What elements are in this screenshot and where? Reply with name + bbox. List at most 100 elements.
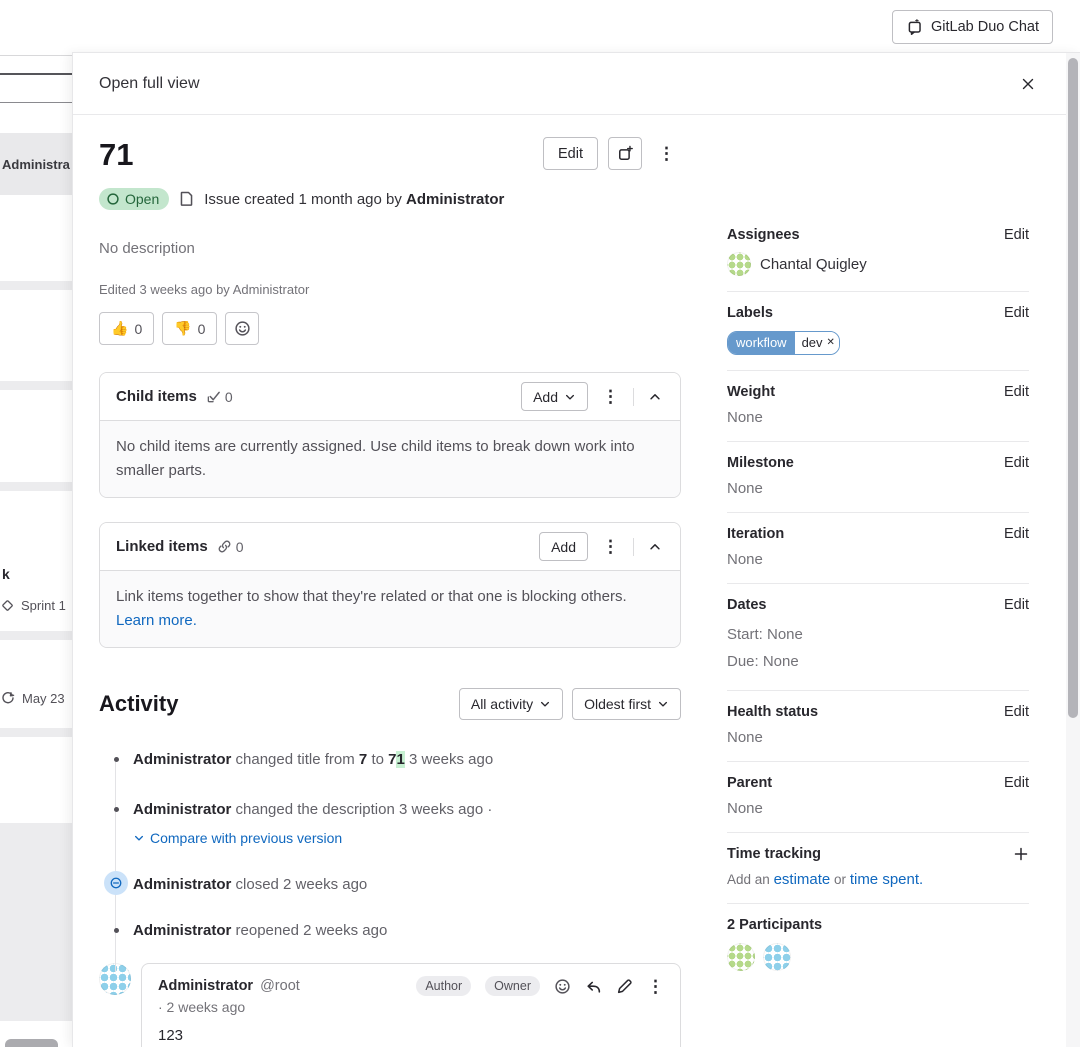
milestone-value: None xyxy=(727,480,763,497)
linked-items-collapse-button[interactable] xyxy=(642,538,668,556)
timeline-dot xyxy=(113,807,119,812)
iteration-value: None xyxy=(727,551,763,568)
estimate-link[interactable]: estimate xyxy=(773,871,831,888)
iteration-icon xyxy=(2,692,15,704)
drawer-scrollbar-thumb[interactable] xyxy=(1068,58,1078,718)
parent-edit-button[interactable]: Edit xyxy=(1004,775,1029,791)
background-divider xyxy=(0,102,74,103)
timeline-marker xyxy=(99,750,133,770)
thumbs-down-button[interactable]: 👎 0 xyxy=(162,312,218,345)
drawer-body: 71 Edit ⋮ xyxy=(73,115,1080,1047)
comment-kebab[interactable]: ⋮ xyxy=(647,976,664,996)
participant-avatar[interactable] xyxy=(727,943,755,971)
comment-add-reaction-button[interactable] xyxy=(554,978,571,995)
comment-actions: Author Owner xyxy=(416,976,664,996)
linked-items-kebab[interactable]: ⋮ xyxy=(596,536,625,557)
copy-reference-button[interactable] xyxy=(608,137,642,170)
child-items-header: Child items 0 Add xyxy=(100,373,680,420)
child-items-title: Child items xyxy=(116,388,197,405)
issue-sidebar: Assignees Edit Chantal Quigley Labels Ed… xyxy=(727,227,1029,1047)
child-items-kebab[interactable]: ⋮ xyxy=(596,386,625,407)
activity-sort-dropdown[interactable]: Oldest first xyxy=(572,688,681,720)
comment-author[interactable]: Administrator xyxy=(158,978,254,994)
labels-section: Labels Edit workflow dev ✕ xyxy=(727,292,1029,371)
milestone-title: Milestone xyxy=(727,455,794,471)
weight-edit-button[interactable]: Edit xyxy=(1004,384,1029,400)
background-divider xyxy=(0,55,74,56)
health-status-edit-button[interactable]: Edit xyxy=(1004,704,1029,720)
health-status-value: None xyxy=(727,729,763,746)
parent-section: Parent Edit None xyxy=(727,762,1029,833)
participant-avatar[interactable] xyxy=(763,943,791,971)
health-status-title: Health status xyxy=(727,704,819,720)
assignee-item[interactable]: Chantal Quigley xyxy=(727,252,1029,276)
link-icon xyxy=(218,540,231,553)
time-spent-link[interactable]: time spent. xyxy=(849,871,924,888)
activity-header-row: Activity All activity Oldest first xyxy=(99,688,681,720)
note-text: closed xyxy=(235,876,279,893)
compare-link-label: Compare with previous version xyxy=(150,830,343,846)
note-author: Administrator xyxy=(133,922,232,939)
drawer-scrollbar-track[interactable] xyxy=(1066,53,1080,1047)
comment-note: Administrator @root Author Owner xyxy=(99,963,681,1047)
iteration-edit-button[interactable]: Edit xyxy=(1004,526,1029,542)
label-value: dev ✕ xyxy=(794,332,839,354)
status-badge: Open xyxy=(99,188,170,210)
issue-byline: Issue created 1 month ago by Administrat… xyxy=(204,191,504,208)
linked-items-card: Linked items 0 Add ⋮ xyxy=(99,522,681,648)
issue-main-column: 71 Edit ⋮ xyxy=(99,137,681,1047)
edit-comment-button[interactable] xyxy=(616,978,633,995)
issue-actions-kebab[interactable]: ⋮ xyxy=(652,143,681,164)
close-button[interactable] xyxy=(1016,72,1040,96)
health-status-section: Health status Edit None xyxy=(727,691,1029,762)
author-badge: Author xyxy=(416,976,472,996)
background-date-label: May 23 xyxy=(22,690,65,706)
activity-filter-dropdown[interactable]: All activity xyxy=(458,688,564,720)
background-selected-block xyxy=(0,823,74,1021)
assignees-edit-button[interactable]: Edit xyxy=(1004,227,1029,243)
assignee-name: Chantal Quigley xyxy=(760,255,867,273)
minus-circle-icon xyxy=(110,877,122,889)
thumbs-up-button[interactable]: 👍 0 xyxy=(99,312,155,345)
child-items-count: 0 xyxy=(206,389,233,405)
background-sprint-label: Sprint 1 xyxy=(21,598,66,613)
label-remove-icon[interactable]: ✕ xyxy=(826,336,835,348)
child-items-collapse-button[interactable] xyxy=(642,388,668,406)
linked-items-add-button[interactable]: Add xyxy=(539,532,588,561)
comment-header: Administrator @root Author Owner xyxy=(158,976,664,996)
assignees-title: Assignees xyxy=(727,227,800,243)
background-table-header: Administra xyxy=(0,133,74,195)
open-full-view-link[interactable]: Open full view xyxy=(99,74,200,92)
status-badge-label: Open xyxy=(125,191,160,207)
time-tracking-add-button[interactable] xyxy=(1013,846,1029,862)
gitlab-duo-chat-button[interactable]: GitLab Duo Chat xyxy=(891,10,1053,44)
edit-button[interactable]: Edit xyxy=(543,137,598,170)
participants-avatars xyxy=(727,943,1029,971)
labels-title: Labels xyxy=(727,305,773,321)
activity-filter-label: All activity xyxy=(470,696,534,712)
linked-items-title: Linked items xyxy=(116,538,208,555)
learn-more-link[interactable]: Learn more. xyxy=(116,612,197,629)
timeline-marker xyxy=(99,871,133,895)
note-author: Administrator xyxy=(133,751,232,768)
parent-value: None xyxy=(727,800,763,817)
background-row-stripe xyxy=(0,482,74,491)
comment-timestamp[interactable]: · 2 weeks ago xyxy=(158,999,246,1015)
labels-edit-button[interactable]: Edit xyxy=(1004,305,1029,321)
scoped-label-workflow-dev[interactable]: workflow dev ✕ xyxy=(727,331,840,355)
compare-previous-version-link[interactable]: Compare with previous version xyxy=(133,828,342,848)
chevron-down-icon xyxy=(565,394,575,400)
child-items-add-button[interactable]: Add xyxy=(521,382,588,411)
child-items-actions: Add ⋮ xyxy=(521,382,668,411)
background-row-stripe xyxy=(0,381,74,390)
milestone-edit-button[interactable]: Edit xyxy=(1004,455,1029,471)
child-items-empty-text: No child items are currently assigned. U… xyxy=(100,420,680,497)
child-items-add-label: Add xyxy=(533,388,558,405)
system-note-closed: Administrator closed 2 weeks ago xyxy=(99,871,681,895)
timeline-connector xyxy=(115,760,116,972)
add-reaction-button[interactable] xyxy=(225,312,260,345)
weight-section: Weight Edit None xyxy=(727,371,1029,442)
reply-button[interactable] xyxy=(585,978,602,995)
dates-edit-button[interactable]: Edit xyxy=(1004,597,1029,613)
